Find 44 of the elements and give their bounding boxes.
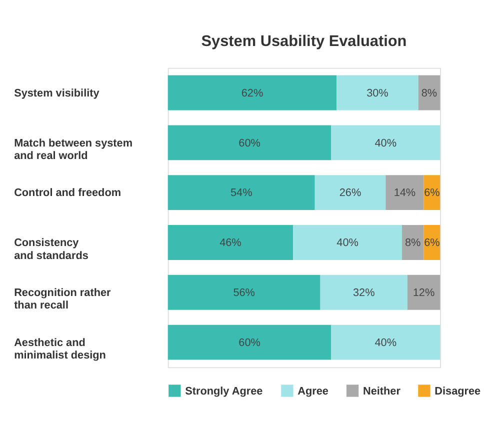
- bar: [407, 274, 440, 310]
- y-tick-label: Control and freedom: [14, 187, 122, 200]
- data-label: 60%: [238, 336, 261, 349]
- bar: [168, 175, 315, 210]
- bar: [168, 324, 332, 360]
- bar: [336, 75, 418, 110]
- bar: [402, 225, 424, 260]
- y-tick-label: Aesthetic and minimalist design: [14, 336, 106, 362]
- data-label: 54%: [230, 187, 253, 200]
- data-label: 30%: [366, 87, 389, 100]
- legend-label: Neither: [362, 385, 402, 398]
- data-label: 8%: [405, 237, 422, 250]
- data-label: 60%: [238, 137, 261, 150]
- data-label: 8%: [421, 87, 438, 100]
- bar: [168, 125, 332, 160]
- bar: [331, 125, 440, 160]
- legend-label: Strongly Agree: [185, 385, 263, 398]
- data-label: 6%: [424, 237, 440, 250]
- data-label: 14%: [394, 187, 416, 200]
- data-label: 12%: [412, 287, 435, 300]
- y-tick-label: System visibility: [14, 87, 100, 100]
- chart-title: System Usability Evaluation: [201, 33, 407, 50]
- data-label: 40%: [336, 237, 359, 250]
- bar: [168, 75, 337, 110]
- legend-label: Agree: [298, 385, 328, 398]
- bar: [168, 225, 294, 260]
- data-label: 6%: [424, 187, 440, 200]
- data-label: 56%: [233, 287, 256, 300]
- y-tick-label: Consistency and standards: [14, 237, 88, 262]
- data-label: 46%: [220, 237, 242, 250]
- bar: [320, 274, 408, 310]
- y-tick-label: Recognition rather than recall: [14, 287, 112, 312]
- bar: [386, 175, 424, 210]
- bar: [331, 324, 440, 360]
- data-label: 26%: [339, 187, 362, 200]
- bar: [293, 225, 402, 260]
- y-tick-label: Match between system and real world: [14, 137, 133, 162]
- bar: [168, 274, 320, 310]
- data-label: 32%: [352, 287, 376, 300]
- bar: [314, 175, 386, 210]
- legend-label: Disagree: [434, 385, 481, 398]
- data-label: 40%: [374, 137, 397, 150]
- data-label: 62%: [241, 87, 264, 100]
- data-label: 40%: [374, 336, 397, 349]
